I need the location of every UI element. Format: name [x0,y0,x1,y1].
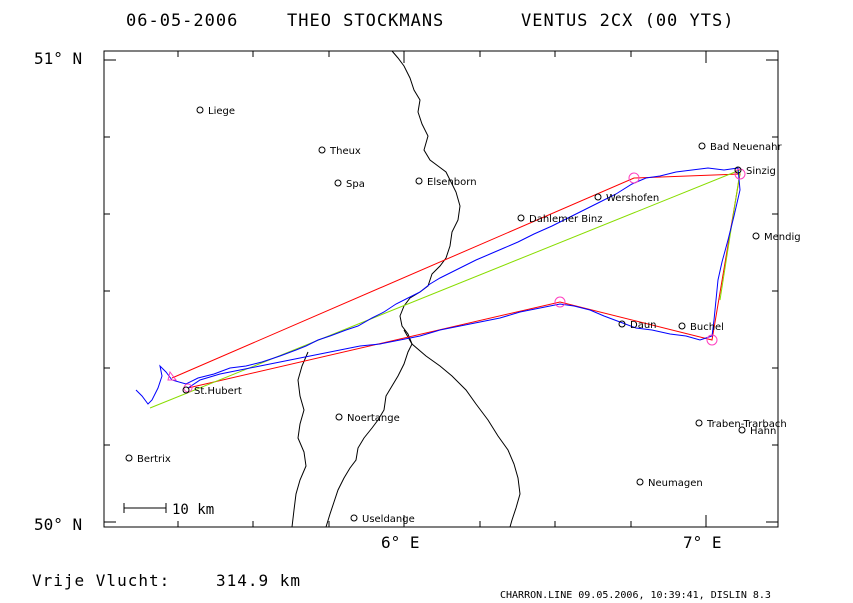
title-date: 06-05-2006 [126,11,238,31]
scale-bar: 10 km [123,502,214,518]
town-dot [350,514,358,522]
title-pilot: THEO STOCKMANS [287,11,444,31]
turnpoint-circle [706,334,718,346]
lat-label-top: 51° N [34,49,82,68]
town-label: Daun [630,320,657,331]
town-dot [334,179,342,187]
town-label: Useldange [362,514,415,525]
town-dot [734,166,742,174]
town-label: Hahn [750,426,776,437]
town-dot [698,142,706,150]
town-dot [695,419,703,427]
town-dot [182,386,190,394]
town-dot [318,146,326,154]
town-label: Bertrix [137,454,171,465]
title-glider: VENTUS 2CX (00 YTS) [521,11,734,31]
town-label: St.Hubert [194,386,242,397]
town-label: Elsenborn [427,177,477,188]
town-label: Traben-Trarbach [706,419,787,430]
town-label: Noertange [347,413,400,424]
turnpoint-circle [628,172,640,184]
town-dot [618,320,626,328]
town-dot [125,454,133,462]
town-dot [594,193,602,201]
town-label: Wershofen [606,193,659,204]
town-markers: Liege Theux Spa Elsenborn Wershofen Bad Neuen… [125,106,801,525]
turnpoint-circle [554,296,566,308]
town-label: Spa [346,179,365,190]
start-marker [167,370,177,381]
distance-value: 314.9 km [216,571,301,590]
distance-label: Vrije Vlucht: [32,571,170,590]
town-dot [415,177,423,185]
axis-ticks [104,51,778,527]
credits-line: CHARRON.LINE 09.05.2006, 10:39:41, DISLI… [500,590,771,601]
town-label: Theux [329,146,361,157]
town-dot [517,214,525,222]
map-frame [103,50,779,528]
lon-label-6: 6° E [381,533,420,552]
town-label: Sinzig [746,166,776,177]
town-dot [678,322,686,330]
task-lines [149,169,741,409]
town-label: Buchel [690,322,724,333]
scale-label: 10 km [172,502,214,518]
town-label: Bad Neuenahr [710,142,782,153]
town-dot [636,478,644,486]
lon-label-7: 7° E [683,533,722,552]
town-dot [335,413,343,421]
town-dot [738,426,746,434]
town-label: Neumagen [648,478,703,489]
town-dot [752,232,760,240]
town-label: Liege [208,106,235,117]
town-label: Dahlemer Binz [529,214,603,225]
turnpoint-circle [734,168,746,180]
country-borders [291,50,521,528]
town-dot [196,106,204,114]
town-label: Mendig [764,232,801,243]
lat-label-bottom: 50° N [34,515,82,534]
flight-track [135,167,741,405]
